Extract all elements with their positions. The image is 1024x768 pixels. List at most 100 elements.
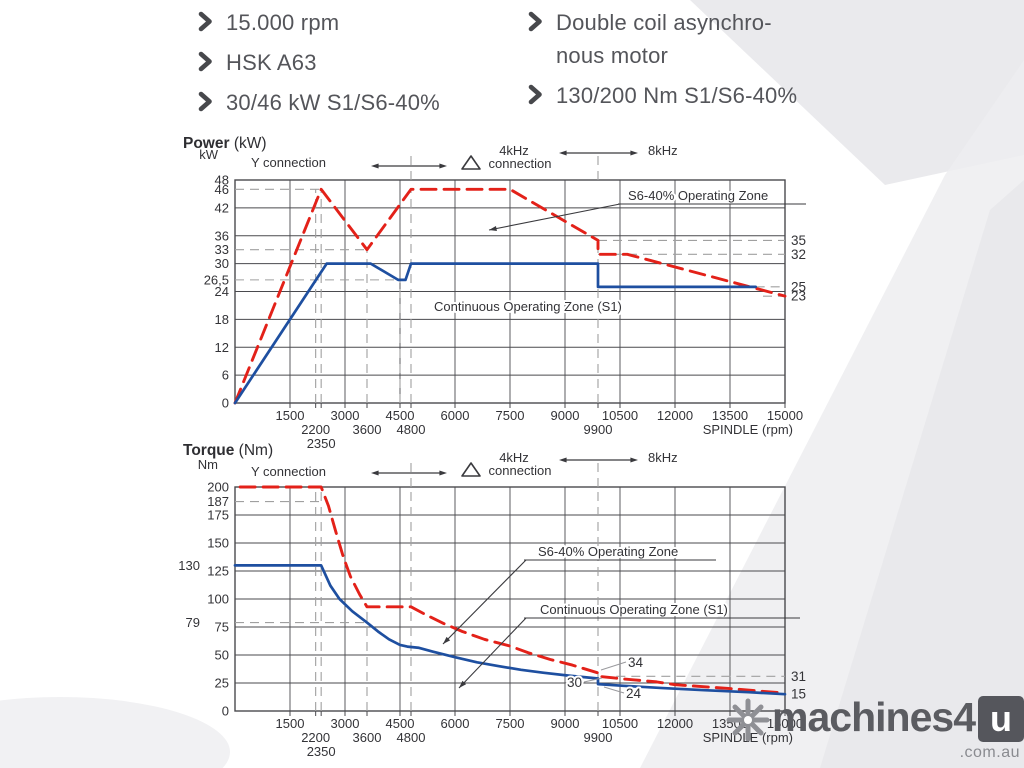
svg-text:2200: 2200: [301, 422, 330, 437]
svg-text:2350: 2350: [307, 744, 336, 759]
svg-text:23: 23: [791, 289, 806, 304]
svg-text:6: 6: [222, 368, 229, 383]
svg-text:30: 30: [215, 256, 229, 271]
spec-bullet-text: 30/46 kW S1/S6-40%: [226, 90, 440, 115]
chart-title: Power (kW): [183, 135, 267, 152]
svg-text:32: 32: [791, 247, 806, 262]
svg-text:Continuous Operating Zone (S1): Continuous Operating Zone (S1): [540, 602, 728, 617]
svg-text:187: 187: [207, 494, 229, 509]
power-chart: 1500 3000 4500 6000 7500 9000 10500 12000 13500 1…: [183, 135, 806, 454]
svg-text:6000: 6000: [441, 716, 470, 731]
spec-bullet: HSK A63: [198, 46, 440, 79]
spec-bullet: 130/200 Nm S1/S6-40%: [528, 79, 797, 112]
svg-text:1500: 1500: [276, 716, 305, 731]
svg-text:79: 79: [186, 615, 200, 630]
svg-text:1500: 1500: [276, 408, 305, 423]
triangle-delta-icon: [461, 155, 481, 170]
svg-text:150: 150: [207, 536, 229, 551]
bullet-chevron-icon: [198, 91, 212, 112]
svg-text:12: 12: [215, 340, 229, 355]
spec-bullet: Double coil asynchro-nous motor: [528, 6, 797, 72]
svg-text:24: 24: [626, 686, 642, 701]
series-s6-40: [233, 187, 787, 405]
svg-text:SPINDLE (rpm): SPINDLE (rpm): [703, 422, 793, 437]
svg-text:S6-40% Operating Zone: S6-40% Operating Zone: [628, 188, 768, 203]
svg-text:9000: 9000: [551, 716, 580, 731]
svg-text:8kHz: 8kHz: [648, 450, 678, 465]
svg-text:12000: 12000: [657, 716, 693, 731]
svg-text:2200: 2200: [301, 730, 330, 745]
svg-text:12000: 12000: [657, 408, 693, 423]
background-shape: [0, 697, 230, 768]
bullet-chevron-icon: [198, 11, 212, 32]
svg-text:26,5: 26,5: [204, 272, 229, 287]
machines4u-logo: machines4 u .com.au: [726, 694, 1024, 762]
axis-labels: 1500 3000 4500 6000 7500 9000 10500 12000 13500 1…: [204, 173, 806, 454]
svg-text:50: 50: [215, 648, 229, 663]
svg-text:175: 175: [207, 508, 229, 523]
svg-text:34: 34: [628, 655, 644, 670]
spec-bullet-text: HSK A63: [226, 50, 317, 75]
chart-title: Torque (Nm): [183, 442, 273, 459]
spec-list-left: 15.000 rpm HSK A63 30/46 kW S1/S6-40%: [198, 6, 440, 126]
machines4u-u-badge: u: [978, 696, 1024, 742]
series-s1: [233, 564, 787, 696]
x-ticks: [289, 711, 786, 716]
svg-text:33: 33: [215, 242, 229, 257]
svg-text:200: 200: [207, 480, 229, 495]
spec-bullet-text: 15.000 rpm: [226, 10, 340, 35]
bullet-chevron-icon: [528, 11, 542, 32]
svg-text:9900: 9900: [584, 422, 613, 437]
torque-chart: 1500 3000 4500 6000 7500 9000 10500 12000 13500 1…: [178, 442, 806, 762]
svg-text:4800: 4800: [397, 422, 426, 437]
svg-text:7500: 7500: [496, 408, 525, 423]
svg-text:Nm: Nm: [198, 457, 218, 472]
spec-bullet: 30/46 kW S1/S6-40%: [198, 86, 440, 119]
svg-text:9000: 9000: [551, 408, 580, 423]
svg-text:Y connection: Y connection: [251, 155, 326, 170]
svg-text:42: 42: [215, 200, 229, 215]
svg-text:9900: 9900: [584, 730, 613, 745]
spec-bullet-text: 130/200 Nm S1/S6-40%: [556, 83, 798, 108]
svg-text:3600: 3600: [353, 422, 382, 437]
machines4u-domain-suffix: .com.au: [959, 744, 1020, 761]
svg-text:18: 18: [215, 312, 229, 327]
bullet-chevron-icon: [528, 84, 542, 105]
svg-text:8kHz: 8kHz: [648, 143, 678, 158]
svg-text:130: 130: [178, 558, 200, 573]
svg-text:Continuous Operating Zone (S1): Continuous Operating Zone (S1): [434, 299, 622, 314]
background-shape: [820, 180, 1024, 768]
spec-bullet: 15.000 rpm: [198, 6, 440, 39]
svg-text:4500: 4500: [386, 408, 415, 423]
svg-text:15000: 15000: [767, 408, 803, 423]
svg-text:25: 25: [215, 676, 229, 691]
svg-text:connection: connection: [489, 156, 552, 171]
svg-text:15000: 15000: [767, 716, 803, 731]
svg-text:10500: 10500: [602, 716, 638, 731]
series-s1: [233, 262, 758, 405]
svg-text:4800: 4800: [397, 730, 426, 745]
bullet-chevron-icon: [198, 51, 212, 72]
svg-text:3000: 3000: [331, 408, 360, 423]
machines4u-wordmark: machines4: [772, 694, 976, 740]
svg-text:connection: connection: [489, 463, 552, 478]
svg-text:36: 36: [215, 228, 229, 243]
svg-text:35: 35: [791, 233, 806, 248]
svg-text:7500: 7500: [496, 716, 525, 731]
svg-text:4kHz: 4kHz: [499, 450, 529, 465]
triangle-delta-icon: [461, 462, 481, 477]
svg-text:0: 0: [222, 704, 229, 719]
svg-text:3000: 3000: [331, 716, 360, 731]
series-s6-40: [238, 485, 787, 695]
grid: [235, 486, 786, 712]
background-shape: [690, 0, 1024, 185]
grid: [235, 179, 786, 404]
svg-text:25: 25: [791, 279, 806, 294]
svg-text:kW: kW: [199, 147, 219, 162]
svg-text:75: 75: [215, 620, 229, 635]
axis-labels: 1500 3000 4500 6000 7500 9000 10500 12000 13500 1…: [178, 480, 806, 762]
